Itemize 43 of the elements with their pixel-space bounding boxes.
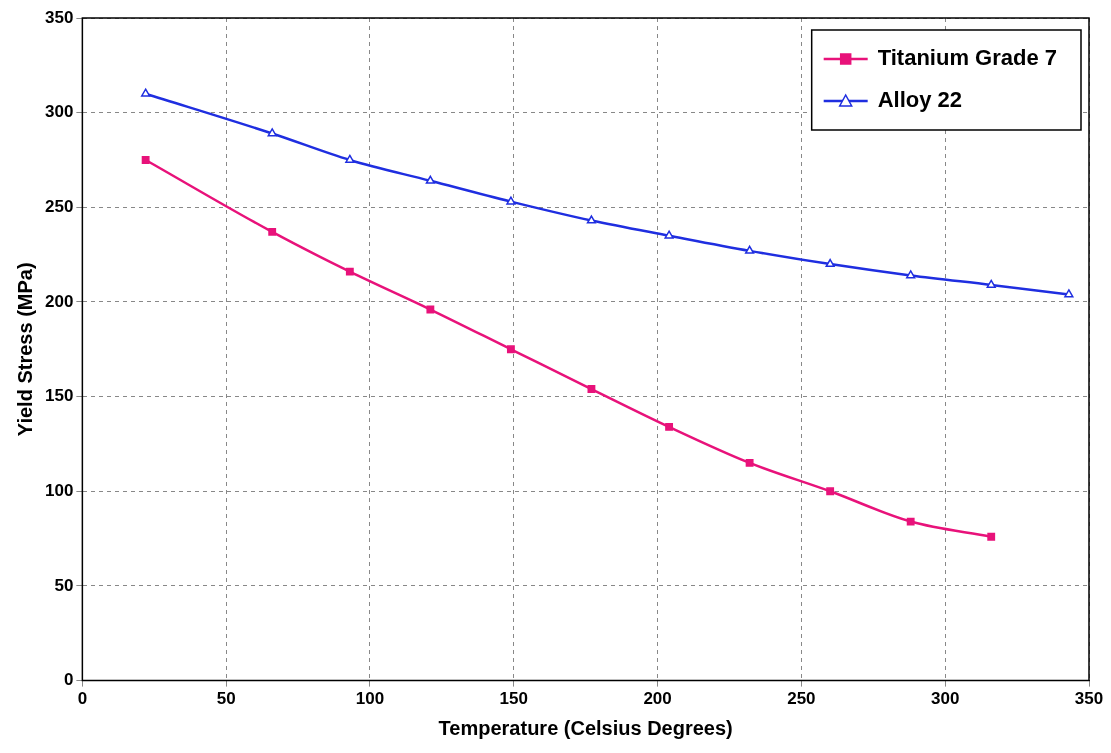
y-tick-label: 250 <box>44 197 74 216</box>
point <box>987 532 996 541</box>
point <box>906 270 916 279</box>
point <box>745 458 754 467</box>
y-axis-title: Yield Stress (MPa) <box>13 262 36 437</box>
point <box>825 258 835 268</box>
y-tick-label: 100 <box>44 480 74 500</box>
y-tick-label: 0 <box>63 670 74 690</box>
point <box>906 517 915 526</box>
point <box>744 245 755 254</box>
point <box>506 345 515 354</box>
x-tick-label: 200 <box>643 689 672 709</box>
point <box>586 215 597 224</box>
y-tick-label: 50 <box>54 575 74 595</box>
point <box>268 227 277 236</box>
point <box>141 156 150 164</box>
x-tick-label: 350 <box>1074 689 1104 709</box>
point <box>826 487 835 496</box>
point <box>140 88 151 97</box>
y-tick-label: 150 <box>44 386 74 406</box>
y-tick-label: 350 <box>44 7 74 27</box>
y-tick-label: 300 <box>44 102 74 122</box>
point <box>1064 289 1074 298</box>
legend-label: Alloy 22 <box>877 87 963 113</box>
point <box>345 154 355 163</box>
y-tick-label: 200 <box>44 291 74 311</box>
point <box>267 128 277 137</box>
point <box>345 267 354 276</box>
point <box>426 305 435 314</box>
x-tick-label: 50 <box>216 689 236 709</box>
legend-label: Titanium Grade 7 <box>877 45 1057 71</box>
point <box>986 279 996 288</box>
point <box>506 196 516 205</box>
x-tick-label: 0 <box>77 689 88 709</box>
point <box>425 175 436 184</box>
x-tick-label: 100 <box>355 689 385 709</box>
x-axis-title: Temperature (Celsius Degrees) <box>438 716 733 739</box>
x-tick-label: 250 <box>787 689 816 709</box>
point <box>664 230 674 239</box>
x-tick-label: 150 <box>499 689 528 709</box>
x-tick-label: 300 <box>931 689 960 709</box>
point <box>665 422 674 431</box>
point <box>587 385 596 393</box>
